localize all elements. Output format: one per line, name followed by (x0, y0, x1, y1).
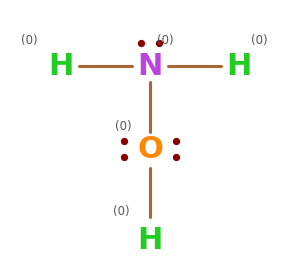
Text: (0): (0) (116, 120, 132, 132)
Point (139, 41, 143, 45)
Point (121, 154, 126, 159)
Text: (0): (0) (251, 34, 268, 47)
Point (157, 41, 161, 45)
Text: (0): (0) (112, 206, 129, 218)
Text: H: H (49, 52, 74, 81)
Text: (0): (0) (157, 34, 173, 47)
Text: N: N (137, 52, 163, 81)
Text: H: H (137, 227, 163, 255)
Point (121, 139, 126, 143)
Text: H: H (226, 52, 251, 81)
Text: O: O (137, 135, 163, 164)
Point (174, 154, 179, 159)
Text: (0): (0) (21, 34, 38, 47)
Point (174, 139, 179, 143)
